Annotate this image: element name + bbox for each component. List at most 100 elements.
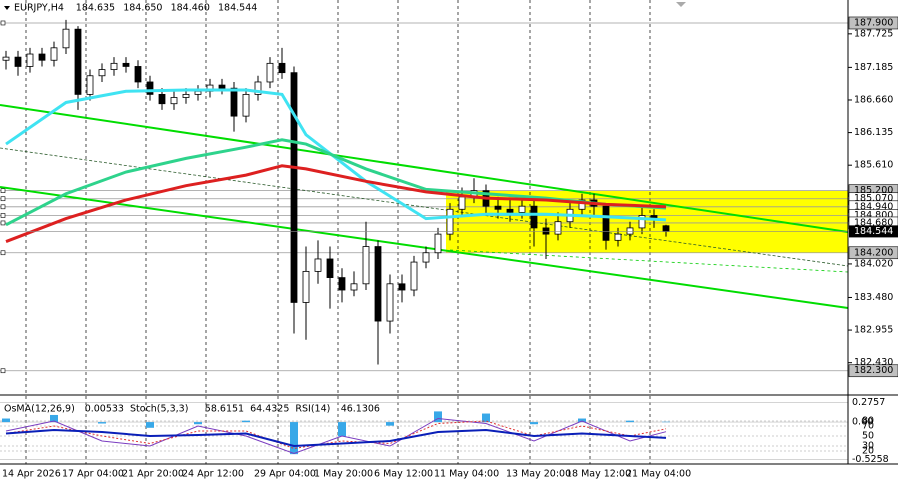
candle-body [266,62,274,83]
menu-arrow[interactable] [4,6,10,10]
osma-bar [578,418,586,423]
moving-average [5,164,667,243]
candle-body [362,246,370,285]
y-tick-label: 182.430 [854,357,893,368]
candle-body [338,277,346,291]
osma-bar [98,422,106,424]
level-label: 185.070 [854,193,893,204]
candle-body [602,205,610,241]
candle-body [458,196,466,210]
legend-name: OsMA(12,26,9) [4,404,75,415]
osma-bar [194,422,202,425]
level-marker [0,196,6,202]
candle-body [662,225,670,232]
level-label-box [848,16,898,30]
y-tick-label: 184.020 [854,258,893,269]
osma-bar [146,422,154,428]
osma-bar [530,422,538,425]
level-marker [0,20,6,26]
moving-average [5,88,667,222]
candle-body [398,283,406,291]
y-tick-label: 50 [862,431,874,442]
candle-body [530,205,538,229]
candle-body [278,62,286,74]
y-tick-label: 0.2757 [852,397,885,408]
candle-body [386,283,394,322]
candle-body [554,221,562,235]
indicator-line [5,417,667,455]
candle-body [542,227,550,235]
x-tick-label: 21 May 04:00 [626,469,691,480]
legend-value: 64.4325 [250,404,289,415]
candle-body [242,93,250,117]
last-price-box [849,225,898,238]
y-tick-label: 70 [862,421,874,432]
candle-body [422,252,430,263]
osma-bar [50,414,58,423]
candle-body [86,75,94,95]
header-value: 184.650 [123,3,162,14]
level-marker [0,204,6,210]
level-label: 185.200 [854,185,893,196]
y-tick-label: 20 [862,446,874,457]
candle-body [614,233,622,241]
legend-name: RSI(14) [295,404,330,415]
candle-body [218,84,226,89]
trend-line [0,186,849,309]
x-tick-label: 18 May 12:00 [566,469,631,480]
x-tick-label: 17 Apr 04:00 [62,469,124,480]
osma-bar [626,420,634,423]
candle-body [446,208,454,235]
level-label-box [848,364,898,378]
header-value: 184.460 [171,3,210,14]
level-marker [0,220,6,226]
candle-body [50,47,58,61]
candle-body [254,81,262,95]
legend-name: Stoch(5,3,3) [130,404,188,415]
y-tick-label: 0.00 [852,417,873,428]
symbol-title: EURJPY,H4 [14,3,64,14]
marks-layer [0,19,848,455]
candle-body [518,205,526,213]
candle-body [14,56,22,67]
level-label: 184.200 [854,247,893,258]
y-tick-label: 186.135 [854,127,893,138]
osma-bar [434,411,442,423]
y-tick-label: 185.610 [854,160,893,171]
last-price-label: 184.544 [854,226,893,237]
y-tick-label: 182.955 [854,325,893,336]
candle-body [410,261,418,291]
candle-body [626,227,634,235]
x-tick-label: 24 Apr 12:00 [182,469,244,480]
candle-body [122,62,130,67]
scroll-marker [676,2,686,7]
candle-body [506,208,514,213]
header-value: 184.544 [218,3,257,14]
x-tick-label: 14 Apr 2026 [2,469,61,480]
y-tick-label: 187.185 [854,62,893,73]
y-tick-label: 186.660 [854,94,893,105]
x-tick-label: 6 May 12:00 [374,469,433,480]
candle-body [350,283,358,291]
candle-body [326,258,334,278]
candle-body [578,199,586,210]
level-marker [0,368,6,374]
candle-body [98,69,106,77]
x-tick-label: 11 May 04:00 [434,469,499,480]
candle-body [170,97,178,105]
osma-bar [662,421,670,423]
level-label: 184.680 [854,217,893,228]
candle-body [62,28,70,49]
candle-body [230,87,238,117]
y-tick-label: -0.5258 [852,454,889,465]
osma-bar [386,422,394,426]
indicator-line [5,428,667,448]
trend-line [449,249,849,273]
candle-body [26,53,34,67]
header-value: 184.635 [76,3,115,14]
level-label: 184.800 [854,210,893,221]
level-label-box [848,246,898,260]
